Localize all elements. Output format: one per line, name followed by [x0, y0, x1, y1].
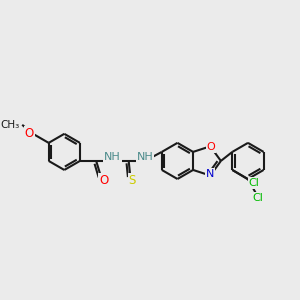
- Text: NH: NH: [136, 152, 153, 162]
- Text: O: O: [207, 142, 216, 152]
- Text: N: N: [206, 169, 214, 178]
- Text: Cl: Cl: [249, 178, 260, 188]
- Text: CH₃: CH₃: [0, 120, 19, 130]
- Text: Cl: Cl: [253, 193, 263, 203]
- Text: S: S: [129, 174, 136, 188]
- Text: O: O: [25, 127, 34, 140]
- Text: NH: NH: [104, 152, 121, 162]
- Text: O: O: [99, 174, 108, 188]
